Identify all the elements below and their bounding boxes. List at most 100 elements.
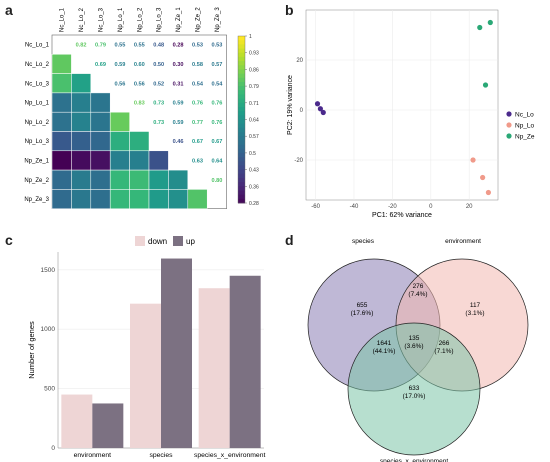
heatmap-col-label: Nc_Lo_2 [79, 7, 85, 32]
heatmap-cell [148, 150, 169, 171]
colorbar-segment [238, 36, 245, 41]
bar-legend-key [173, 236, 183, 246]
heatmap-cell [148, 169, 169, 190]
venn-region-count: 117 [470, 302, 481, 309]
bar-panel-c: 0 500 1000 1500 environment species species_x_… [27, 236, 265, 459]
heatmap-col-label: Np_Ze_2 [196, 7, 202, 32]
pca-point-nc-lo [314, 101, 321, 107]
bar-down [61, 394, 93, 448]
heatmap-cell [51, 169, 72, 190]
venn-region-percent: (7.4%) [408, 291, 427, 298]
pca-point-np-lo [485, 189, 491, 196]
heatmap-panel-a: 0.82 0.79 0.55 0.55 0.48 0.28 0.53 0.53 0.69 0.59… [24, 7, 259, 209]
colorbar-segment [238, 40, 245, 45]
heatmap-value-label: 0.60 [134, 62, 145, 68]
venn-panel-d: species environment species_x_environment 6… [307, 238, 529, 462]
colorbar-segment [238, 102, 245, 108]
colorbar-segment [238, 136, 245, 141]
heatmap-value-label: 0.31 [173, 81, 184, 87]
heatmap-row-label: Np_Ze_3 [24, 197, 49, 203]
pca-x-tick-label: -40 [350, 204, 359, 210]
heatmap-row-label: Np_Lo_2 [25, 120, 50, 126]
heatmap-cell [51, 92, 72, 113]
heatmap-cell [168, 169, 189, 190]
heatmap-row-label: Np_Lo_3 [25, 139, 50, 145]
colorbar-segment [238, 111, 245, 116]
heatmap-col-label: Np_Ze_1 [176, 7, 182, 32]
colorbar-segment [238, 90, 245, 95]
pca-y-axis-label: PC2: 19% variance [287, 75, 294, 135]
colorbar-segment [238, 52, 245, 58]
heatmap-cell [168, 189, 189, 209]
venn-region-percent: (44.1%) [373, 348, 396, 355]
panel-label-a: a [5, 2, 13, 18]
pca-legend-label: Np_Lo [515, 122, 535, 129]
colorbar-segment [238, 190, 245, 196]
colorbar-segment [238, 56, 245, 62]
heatmap-cell [51, 189, 72, 209]
panel-label-d: d [285, 232, 294, 248]
heatmap-cell [109, 169, 130, 190]
colorbar-segment [238, 177, 245, 183]
heatmap-cell [129, 169, 150, 190]
colorbar-segment [238, 86, 245, 91]
venn-region-count: 266 [439, 340, 450, 347]
pca-point-np-ze [477, 24, 483, 31]
heatmap-value-label: 0.59 [114, 62, 125, 68]
colorbar-segment [238, 140, 245, 145]
bar-y-tick-label: 500 [44, 386, 55, 393]
heatmap-value-label: 0.67 [192, 139, 203, 145]
bar-y-tick-label: 1500 [41, 267, 56, 274]
heatmap-cell [187, 189, 208, 209]
heatmap-cell [51, 111, 72, 132]
bar-y-tick-label: 1000 [41, 326, 56, 333]
pca-y-tick-label: -20 [294, 158, 303, 164]
colorbar-segment [238, 169, 245, 175]
colorbar-tick-label: 0.86 [249, 67, 259, 73]
venn-region-count: 633 [409, 385, 420, 392]
colorbar-segment [238, 148, 245, 154]
heatmap-value-label: 0.59 [173, 101, 184, 107]
bar-up [229, 275, 261, 448]
colorbar-segment [238, 161, 245, 166]
pca-x-tick-label: -20 [388, 204, 397, 210]
heatmap-cell [71, 73, 92, 94]
bar-category-label: species_x_environment [194, 452, 266, 459]
colorbar-segment [238, 144, 245, 150]
heatmap-cell [51, 150, 72, 171]
colorbar-tick-label: 0.36 [249, 184, 259, 190]
colorbar-tick-label: 0.79 [249, 84, 259, 90]
colorbar-segment [238, 186, 245, 191]
colorbar-tick-label: 0.5 [249, 151, 256, 157]
colorbar-segment [238, 94, 245, 100]
pca-legend-key [506, 111, 512, 117]
colorbar-segment [238, 182, 245, 187]
colorbar-segment [238, 61, 245, 66]
pca-x-axis-label: PC1: 62% variance [372, 212, 432, 219]
pca-legend-key [506, 133, 512, 139]
heatmap-value-label: 0.83 [134, 101, 145, 107]
bar-y-axis-label: Number of genes [27, 321, 36, 379]
colorbar-segment [238, 81, 245, 87]
venn-circle-species-x-environment [347, 322, 481, 456]
bar-legend-label: down [148, 237, 167, 246]
heatmap-value-label: 0.76 [192, 101, 203, 107]
colorbar-segment [238, 157, 245, 162]
colorbar-tick-label: 0.28 [249, 201, 259, 207]
heatmap-cell [109, 131, 130, 152]
heatmap-value-label: 0.50 [153, 62, 164, 68]
heatmap-value-label: 0.54 [192, 81, 204, 87]
venn-region-percent: (7.1%) [434, 348, 453, 355]
pca-x-tick-label: 20 [466, 204, 473, 210]
venn-set-label: environment [445, 238, 481, 245]
pca-legend-label: Nc_Lo [515, 111, 534, 118]
heatmap-value-label: 0.53 [192, 43, 203, 49]
heatmap-value-label: 0.52 [153, 81, 164, 87]
heatmap-cell [51, 54, 72, 74]
venn-set-label: species [352, 238, 375, 245]
heatmap-value-label: 0.46 [173, 139, 184, 145]
venn-region-count: 1641 [377, 340, 392, 347]
heatmap-value-label: 0.73 [153, 101, 164, 107]
heatmap-col-label: Np_Lo_1 [118, 7, 124, 32]
heatmap-cell [90, 189, 111, 209]
